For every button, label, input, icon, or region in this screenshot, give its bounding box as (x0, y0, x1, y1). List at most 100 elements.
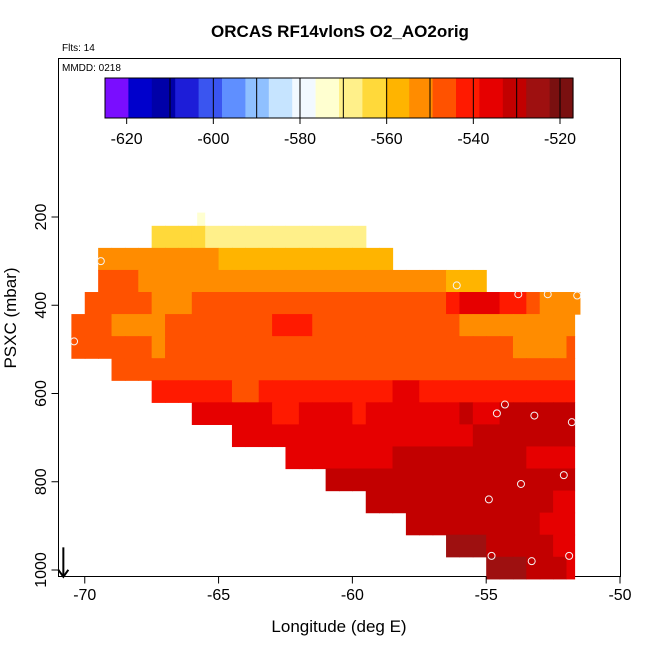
colorbar-swatch (198, 78, 223, 118)
heatmap-cell (272, 269, 287, 293)
heatmap-cell (419, 358, 434, 381)
heatmap-cell (138, 247, 153, 271)
chart-title: ORCAS RF14vlonS O2_AO2orig (211, 22, 469, 41)
heatmap-cell (446, 534, 461, 558)
heatmap-cell (178, 292, 193, 315)
heatmap-cell (432, 424, 447, 448)
heatmap-cell (339, 247, 353, 271)
heatmap-cell (446, 292, 461, 315)
heatmap-cell (312, 446, 327, 470)
heatmap-cell (432, 314, 447, 337)
heatmap-cell (218, 336, 233, 359)
heatmap-cell (352, 380, 367, 403)
heatmap-cell (392, 336, 407, 359)
heatmap-cell (245, 314, 260, 337)
y-tick-label: 200 (33, 204, 50, 231)
heatmap-cell (178, 380, 193, 403)
x-tick-label: -50 (608, 587, 631, 604)
heatmap-cell (526, 336, 541, 359)
heatmap-cell (258, 269, 273, 293)
heatmap-cell (405, 292, 420, 315)
y-tick-label: 800 (33, 468, 50, 495)
heatmap-cell (258, 225, 273, 249)
heatmap-cell (499, 534, 514, 558)
heatmap-cell (205, 314, 220, 337)
heatmap-cell (512, 336, 527, 359)
heatmap-cell (151, 380, 166, 403)
heatmap-cell (285, 225, 300, 249)
heatmap-cell (298, 314, 313, 337)
heatmap-cell (205, 380, 220, 403)
heatmap-cell (272, 247, 287, 271)
heatmap-cell (151, 336, 166, 359)
heatmap-cell (258, 358, 273, 381)
heatmap-cell (231, 314, 246, 337)
heatmap-cell (165, 247, 180, 271)
heatmap-cell (432, 358, 447, 381)
heatmap-cell (339, 336, 353, 359)
heatmap-cell (405, 512, 420, 536)
heatmap-cell (138, 292, 153, 315)
heatmap-cell (446, 269, 461, 293)
heatmap-cell (566, 336, 576, 359)
heatmap-cell (553, 446, 568, 470)
heatmap-cell (178, 269, 193, 293)
heatmap-cell (365, 336, 380, 359)
heatmap-cell (499, 490, 514, 514)
heatmap-cell (472, 512, 487, 536)
colorbar-swatch (502, 78, 527, 118)
axes: -70 -65 -60 -55 -50 200 400 600 800 1000 (33, 204, 632, 604)
heatmap-cell (298, 402, 313, 425)
heatmap-cell (539, 424, 554, 448)
heatmap-cell (539, 490, 554, 514)
heatmap-cell (472, 402, 487, 425)
heatmap-cell (312, 314, 327, 337)
heatmap-cell (432, 380, 447, 403)
heatmap-cell (512, 424, 527, 448)
heatmap-cell (325, 314, 340, 337)
heatmap-cell (539, 534, 554, 558)
heatmap-cell (459, 534, 474, 558)
heatmap-cell (231, 358, 246, 381)
heatmap-cell (526, 380, 541, 403)
heatmap-cell (365, 358, 380, 381)
heatmap-cell (553, 490, 568, 514)
heatmap-cell (419, 512, 434, 536)
heatmap-cell (365, 269, 380, 293)
flight-point (530, 411, 539, 420)
flight-point (527, 557, 536, 566)
heatmap-cell (539, 446, 554, 470)
heatmap-cell (71, 336, 86, 359)
heatmap-cell (459, 468, 474, 492)
heatmap-cell (165, 225, 180, 249)
heatmap-cell (231, 424, 246, 448)
heatmap-cell (472, 490, 487, 514)
heatmap-cell (472, 534, 487, 558)
heatmap-cell (245, 380, 260, 403)
heatmap-cell (218, 292, 233, 315)
heatmap-cell (432, 292, 447, 315)
heatmap-cell (553, 314, 568, 337)
heatmap-cell (539, 314, 554, 337)
heatmap-cell (459, 490, 474, 514)
heatmap-cell (365, 380, 380, 403)
heatmap-cell (566, 556, 576, 580)
heatmap-cell (432, 468, 447, 492)
heatmap-cell (151, 314, 166, 337)
heatmap-cell (258, 247, 273, 271)
heatmap-cell (165, 336, 180, 359)
heatmap-cell (566, 512, 576, 536)
heatmap-cell (553, 358, 568, 381)
heatmap-cell (405, 468, 420, 492)
heatmap-cell (138, 358, 153, 381)
flight-point (70, 337, 79, 346)
y-tick-label: 1000 (33, 552, 50, 588)
colorbar-tick-label: -620 (111, 131, 143, 148)
heatmap-cell (352, 314, 367, 337)
heatmap-cell (499, 292, 514, 315)
heatmap-cell (205, 225, 220, 249)
heatmap-cell (231, 402, 246, 425)
heatmap-cell (379, 247, 394, 271)
heatmap-cell (512, 534, 527, 558)
heatmap-cell (419, 292, 434, 315)
